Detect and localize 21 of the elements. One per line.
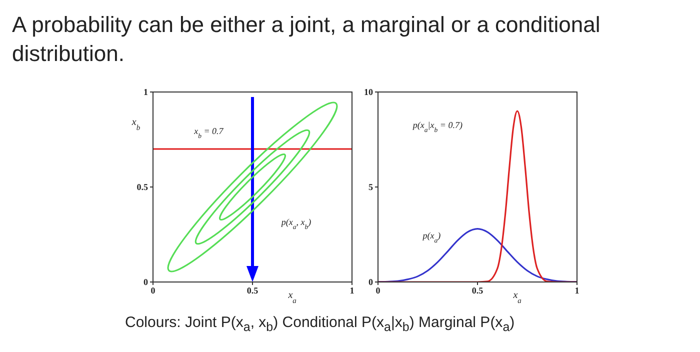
chart-title: A probability can be either a joint, a marginal or a conditional distribution. (12, 11, 602, 68)
text: Colours: Joint P(x$_{a}$, x$_{b}$) Conditional P(x$_{a}$|x$_{b}$) Marginal P(x$_{a}$) (125, 314, 515, 334)
y-tick-label: 5 (368, 182, 374, 192)
y-tick-label: 0.5 (136, 182, 148, 192)
y-tick-label: 1 (144, 87, 148, 98)
x-axis-title: x$_{a}$ (287, 290, 297, 304)
x-tick-label: 0 (150, 285, 156, 296)
annotation: p(x$_{a}$, x$_{b}$) (280, 217, 312, 230)
x-tick-label: 1 (574, 285, 580, 296)
x-tick-label: 0.5 (246, 285, 259, 296)
x-tick-label: 1 (350, 285, 355, 296)
x-tick-label: 0.5 (472, 285, 484, 296)
y-tick-label: 0 (144, 277, 148, 288)
annotation: p(x$_{a}$|x$_{b}$ = 0.7) (412, 120, 462, 134)
x-axis-title: x$_{a}$ (512, 290, 522, 304)
x-tick-label: 0 (376, 285, 381, 296)
y-tick-label: 10 (364, 87, 374, 98)
annotation: p(x$_{a}$) (422, 230, 441, 244)
y-axis-title: x$_{b}$ (130, 117, 140, 132)
y-tick-label: 0 (368, 277, 374, 288)
annotation: x$_{b}$ = 0.7 (193, 126, 224, 140)
